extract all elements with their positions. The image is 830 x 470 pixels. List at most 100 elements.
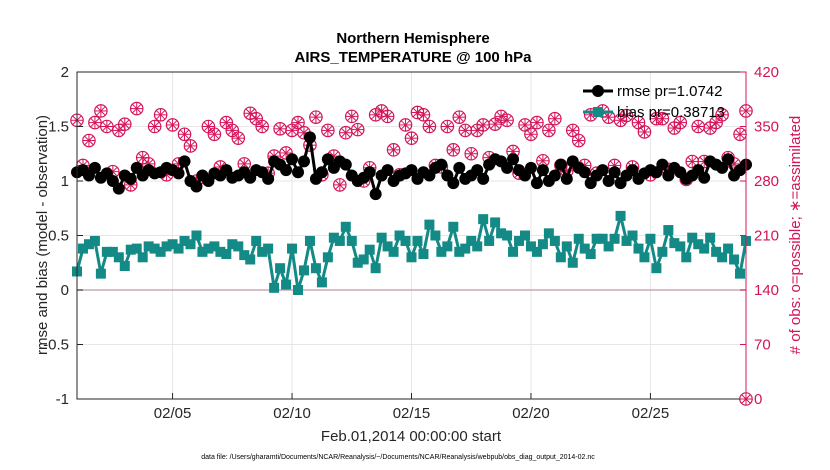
obs-point [416, 108, 431, 122]
bias-point [490, 217, 501, 228]
obs-asterisk-stroke [520, 120, 530, 130]
obs-point [291, 115, 305, 130]
bias-point [203, 243, 214, 254]
bias-point [561, 241, 572, 252]
obs-asterisk-stroke [131, 103, 142, 114]
bias-point [89, 235, 100, 246]
bias-point [364, 244, 375, 255]
obs-point [655, 111, 670, 126]
obs-asterisk-stroke [388, 145, 399, 155]
obs-asterisk-stroke [502, 115, 512, 126]
bias-point [514, 235, 525, 246]
bias-point [334, 235, 345, 246]
rmse-point [190, 180, 203, 193]
bias-point [143, 241, 154, 252]
x-tick-label: 02/25 [632, 405, 670, 422]
bias-point [191, 230, 202, 241]
obs-point [219, 115, 234, 130]
right-ticks: 420 350 280 210 140 70 0 [740, 64, 779, 408]
bias-point [269, 282, 280, 293]
obs-point [488, 117, 502, 131]
y-tick-label: 1 [61, 173, 69, 190]
obs-point [476, 118, 490, 132]
bias-point [693, 239, 704, 250]
rmse-point [656, 158, 669, 171]
bias-point [615, 210, 626, 221]
rmse-point [548, 169, 561, 182]
bias-point [370, 263, 381, 274]
obs-asterisk-stroke [735, 129, 745, 140]
bias-point [107, 246, 118, 257]
obs-point [225, 123, 240, 138]
y-right-tick-label: 420 [754, 64, 779, 81]
obs-point [249, 111, 263, 126]
bias-point [263, 243, 274, 254]
bias-point [149, 243, 160, 254]
bias-point [567, 257, 578, 268]
x-tick-label: 02/05 [154, 405, 192, 422]
bias-point [179, 235, 190, 246]
bias-point [400, 235, 411, 246]
bias-point [687, 232, 698, 243]
bias-point [406, 252, 417, 263]
rmse-point [321, 153, 334, 166]
obs-asterisk-stroke [532, 117, 542, 128]
obs-asterisk-stroke [323, 125, 333, 136]
y-right-tick-label: 210 [754, 228, 779, 245]
y-axis-right-label: # of obs: o=possible; ∗=assimilated [787, 116, 804, 355]
rmse-point [536, 164, 549, 177]
legend-rmse-label: rmse pr=1.0742 [617, 83, 722, 100]
obs-asterisk-stroke [675, 117, 686, 128]
obs-asterisk-stroke [227, 125, 238, 136]
obs-asterisk-stroke [251, 113, 261, 124]
obs-point [422, 119, 437, 134]
bias-point [537, 239, 548, 250]
obs-asterisk-stroke [418, 110, 429, 120]
bias-point [448, 221, 459, 232]
rmse-point [315, 166, 328, 179]
rmse-point [501, 161, 514, 174]
obs-asterisk-stroke [257, 121, 267, 132]
obs-asterisk-stroke [167, 120, 178, 130]
obs-asterisk-stroke [185, 141, 196, 151]
obs-point [177, 127, 192, 142]
obs-asterisk-stroke [239, 159, 249, 169]
bias-point [466, 235, 477, 246]
rmse-point [530, 177, 543, 190]
obs-point [147, 119, 162, 134]
rmse-point [608, 166, 621, 179]
obs-point [715, 108, 729, 122]
obs-asterisk-stroke [245, 108, 255, 119]
obs-point [231, 131, 246, 145]
rmse-point [381, 164, 394, 177]
bias-point [394, 230, 405, 241]
obs-point [398, 118, 413, 132]
obs-asterisk-stroke [693, 121, 703, 132]
obs-point [207, 127, 222, 142]
obs-asterisk-stroke [137, 152, 148, 163]
bias-point [233, 241, 244, 252]
obs-point [673, 115, 688, 130]
obs-point [464, 146, 479, 161]
obs-asterisk-stroke [335, 180, 345, 190]
bias-point [125, 244, 136, 255]
obs-asterisk-stroke [233, 133, 244, 143]
bias-point [735, 268, 746, 279]
rmse-point [560, 172, 573, 185]
bias-point [119, 261, 130, 272]
obs-point [733, 127, 747, 142]
obs-point [571, 133, 586, 148]
obs-asterisk-stroke [633, 117, 644, 128]
obs-asterisk-stroke [96, 106, 106, 116]
rmse-point [716, 161, 729, 174]
y-tick-label: -1 [56, 391, 69, 408]
bias-point [484, 235, 495, 246]
rmse-point [471, 164, 484, 177]
rmse-point [112, 182, 125, 195]
bias-point [472, 241, 483, 252]
bias-point [717, 252, 728, 263]
bias-point [711, 246, 722, 257]
y-right-tick-label: 350 [754, 119, 779, 136]
obs-point [500, 113, 514, 128]
